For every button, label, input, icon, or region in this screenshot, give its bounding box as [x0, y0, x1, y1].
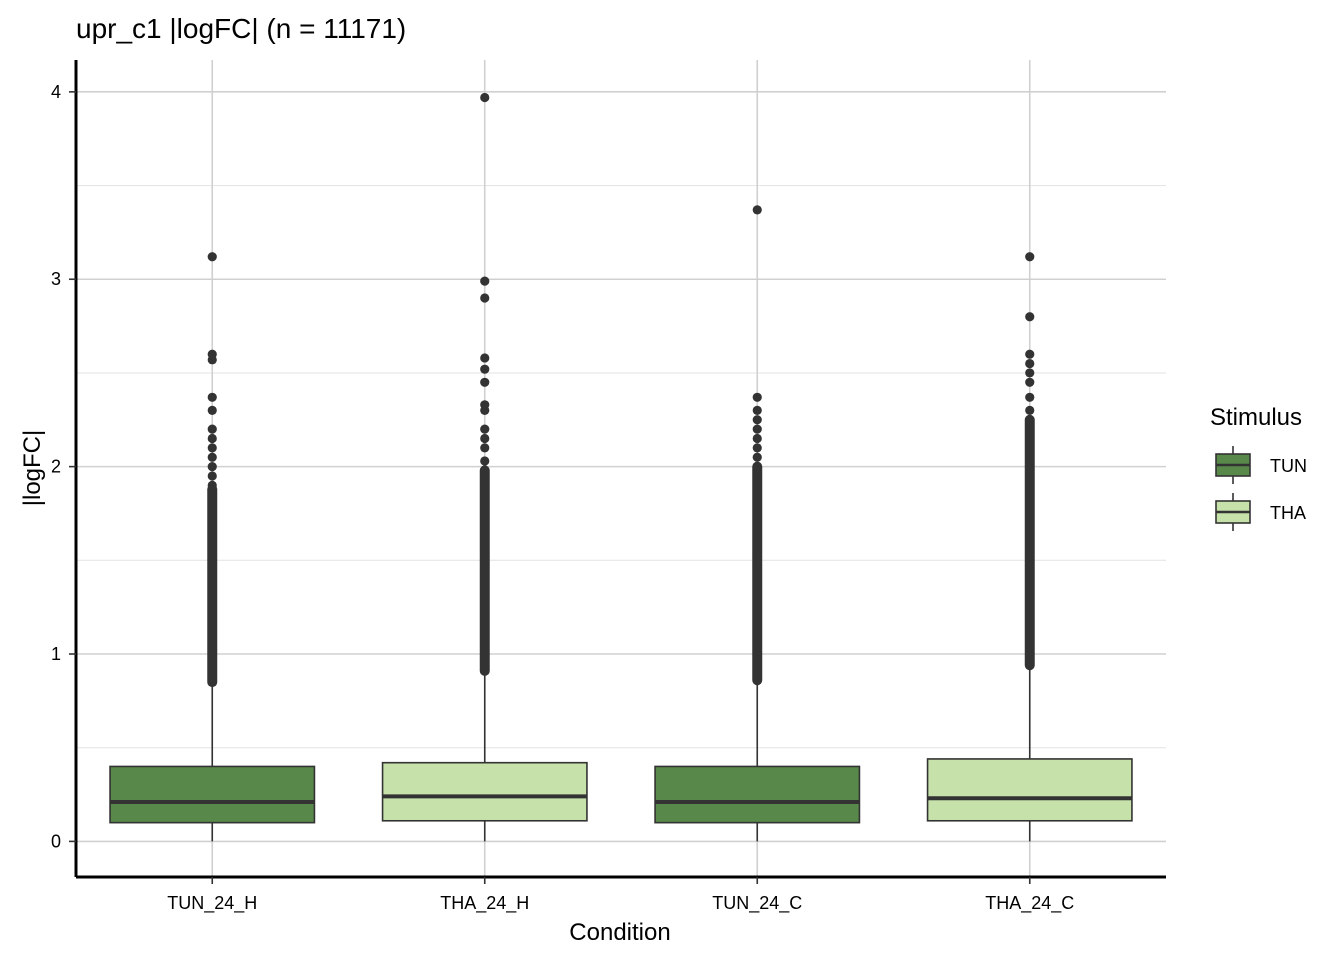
outlier-point: [207, 471, 217, 481]
outlier-point: [1025, 358, 1035, 369]
box-iqr: [109, 765, 316, 824]
x-ticks: TUN_24_H THA_24_H TUN_24_C THA_24_C: [167, 877, 1074, 914]
box-iqr: [926, 758, 1133, 822]
outlier-point: [480, 353, 490, 363]
outlier-point: [480, 433, 490, 444]
box-THA_24_C: [926, 252, 1133, 842]
outlier-point: [480, 424, 490, 434]
box-iqr: [381, 761, 588, 822]
outlier-point: [1025, 377, 1035, 387]
x-tick-label: TUN_24_H: [167, 893, 257, 914]
outlier-point: [1025, 349, 1035, 359]
outlier-point: [480, 92, 490, 103]
outlier-point: [207, 424, 217, 434]
y-ticks: 0 1 2 3 4: [51, 82, 76, 851]
outlier-point: [752, 415, 762, 425]
y-tick-label: 2: [51, 457, 61, 477]
outlier-point: [752, 392, 762, 402]
x-tick-label: THA_24_H: [440, 893, 529, 914]
outlier-point: [1025, 368, 1035, 378]
x-axis-label: Condition: [569, 919, 670, 946]
y-tick-label: 0: [51, 831, 61, 851]
outlier-point: [207, 392, 217, 402]
legend-item-tha: THA: [1215, 493, 1306, 531]
outlier-point: [480, 456, 490, 466]
box-TUN_24_H: [109, 252, 316, 842]
outlier-point: [752, 405, 762, 416]
outlier-point: [752, 424, 762, 434]
x-tick-label: THA_24_C: [985, 893, 1074, 914]
y-tick-label: 3: [51, 269, 61, 289]
outlier-point: [752, 433, 762, 444]
legend: Stimulus TUN THA: [1210, 404, 1307, 531]
outlier-point: [480, 400, 490, 410]
box-THA_24_H: [381, 92, 588, 842]
outlier-point: [207, 443, 217, 453]
legend-item-label: THA: [1270, 503, 1306, 523]
box-iqr: [654, 765, 861, 824]
x-tick-label: TUN_24_C: [712, 893, 802, 914]
outlier-point: [480, 276, 490, 286]
legend-item-label: TUN: [1270, 456, 1307, 476]
outlier-point: [207, 452, 217, 462]
axes: [74, 60, 1166, 879]
outlier-point: [480, 443, 490, 453]
outlier-point: [1025, 252, 1035, 262]
outlier-point: [752, 205, 762, 215]
chart-title: upr_c1 |logFC| (n = 11171): [76, 13, 406, 44]
outlier-point: [207, 252, 217, 262]
outlier-point: [480, 293, 490, 303]
outlier-point: [207, 349, 217, 359]
y-tick-label: 4: [51, 82, 61, 102]
y-tick-label: 1: [51, 644, 61, 664]
outlier-point: [752, 443, 762, 453]
outlier-point: [752, 452, 762, 462]
box-TUN_24_C: [654, 205, 861, 842]
outlier-point: [1025, 392, 1035, 402]
outlier-point: [207, 480, 217, 490]
boxes: [109, 92, 1133, 842]
outlier-point: [480, 377, 490, 387]
legend-item-tun: TUN: [1215, 446, 1307, 484]
legend-title: Stimulus: [1210, 404, 1302, 431]
outlier-point: [207, 433, 217, 444]
outlier-point: [1025, 405, 1035, 416]
outlier-point: [480, 364, 490, 374]
outlier-point: [1025, 312, 1035, 322]
y-axis-label: |logFC|: [19, 430, 46, 507]
outlier-point: [207, 462, 217, 472]
outlier-point: [207, 405, 217, 416]
